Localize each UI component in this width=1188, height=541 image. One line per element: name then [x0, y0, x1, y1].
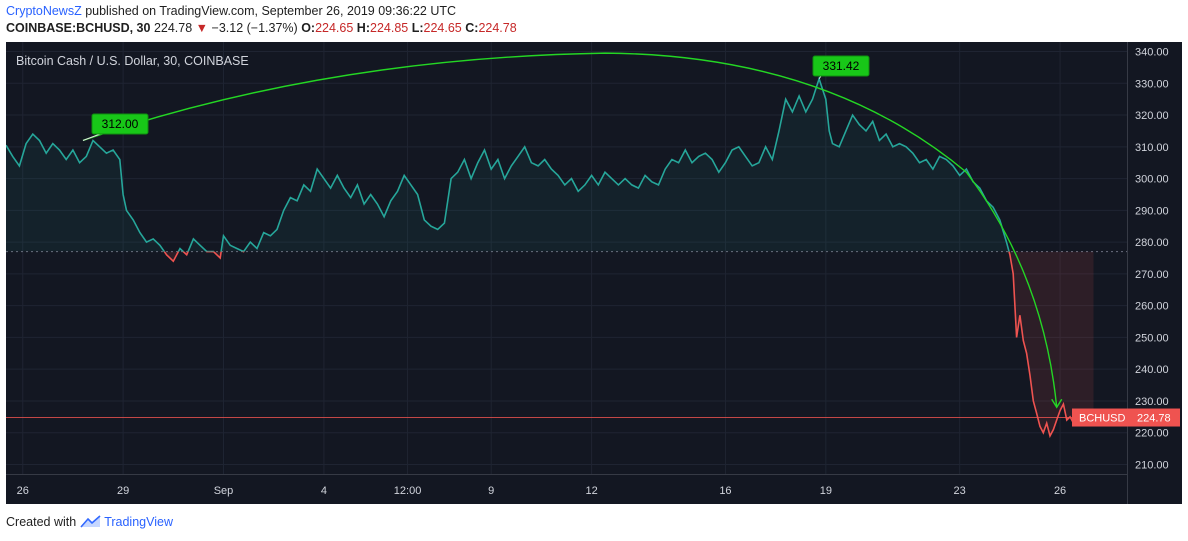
tradingview-logo-icon	[80, 515, 101, 528]
price-callout-label: 331.42	[823, 59, 860, 73]
high-value: 224.85	[370, 21, 409, 35]
low-label: L:	[411, 21, 424, 35]
price-axis-border	[1127, 42, 1128, 504]
x-tick-label: 4	[321, 485, 327, 497]
price-label-value: 224.78	[1137, 413, 1171, 425]
y-tick-label: 270.00	[1135, 269, 1169, 281]
x-tick-label: 26	[17, 485, 29, 497]
y-tick-label: 320.00	[1135, 110, 1169, 122]
publish-info: published on TradingView.com, September …	[85, 4, 457, 18]
x-tick-label: 23	[954, 485, 966, 497]
chart-container[interactable]: 210.00 220.00 230.00 240.00 250.00 260.00 270.…	[6, 42, 1182, 504]
close-value: 224.78	[478, 21, 517, 35]
down-arrow-icon: ▼	[195, 21, 209, 35]
y-tick-label: 280.00	[1135, 237, 1169, 249]
y-tick-label: 340.00	[1135, 47, 1169, 59]
close-label: C:	[465, 21, 479, 35]
tradingview-brand-link[interactable]: TradingView	[104, 515, 173, 529]
x-tick-label: Sep	[214, 485, 234, 497]
open-value: 224.65	[315, 21, 354, 35]
x-tick-label: 12	[585, 485, 597, 497]
x-tick-label: 9	[488, 485, 494, 497]
y-tick-label: 260.00	[1135, 301, 1169, 313]
price-callout-box	[91, 113, 149, 135]
last-price: 224.78	[153, 21, 193, 35]
chart-background	[6, 42, 1182, 504]
created-with-text: Created with	[6, 515, 77, 529]
x-tick-label: 16	[719, 485, 731, 497]
y-tick-label: 290.00	[1135, 205, 1169, 217]
trend-arrowhead	[1051, 398, 1063, 409]
open-label: O:	[301, 21, 316, 35]
price-callout-box	[812, 55, 870, 77]
callout-pointer	[82, 133, 101, 141]
time-axis-border	[6, 474, 1127, 475]
x-tick-label: 12:00	[394, 485, 422, 497]
price-chart[interactable]: 210.00 220.00 230.00 240.00 250.00 260.00 270.…	[6, 42, 1182, 504]
chart-title: Bitcoin Cash / U.S. Dollar, 30, COINBASE	[16, 54, 249, 68]
symbol-label: COINBASE:BCHUSD, 30	[6, 21, 151, 35]
x-tick-label: 26	[1054, 485, 1066, 497]
price-callout-label: 312.00	[102, 117, 139, 131]
author-link[interactable]: CryptoNewsZ	[6, 4, 82, 18]
trend-arc	[82, 52, 1058, 408]
y-tick-label: 250.00	[1135, 332, 1169, 344]
area-fill-above	[6, 78, 1094, 252]
footer: Created with TradingView	[6, 515, 173, 529]
publish-line: CryptoNewsZ published on TradingView.com…	[6, 4, 456, 18]
low-value: 224.65	[423, 21, 462, 35]
y-tick-label: 240.00	[1135, 364, 1169, 376]
price-label-box	[1072, 408, 1180, 427]
price-change: −3.12 (−1.37%)	[211, 21, 298, 35]
y-tick-label: 210.00	[1135, 459, 1169, 471]
y-tick-label: 220.00	[1135, 428, 1169, 440]
x-tick-label: 29	[117, 485, 129, 497]
symbol-line: COINBASE:BCHUSD, 30 224.78 ▼ −3.12 (−1.3…	[6, 21, 517, 35]
y-tick-label: 300.00	[1135, 174, 1169, 186]
high-label: H:	[356, 21, 370, 35]
y-tick-label: 330.00	[1135, 78, 1169, 90]
price-line-above-baseline	[6, 76, 1010, 252]
price-label-symbol: BCHUSD	[1079, 413, 1126, 425]
y-tick-label: 230.00	[1135, 396, 1169, 408]
x-tick-label: 19	[820, 485, 832, 497]
y-tick-label: 310.00	[1135, 142, 1169, 154]
